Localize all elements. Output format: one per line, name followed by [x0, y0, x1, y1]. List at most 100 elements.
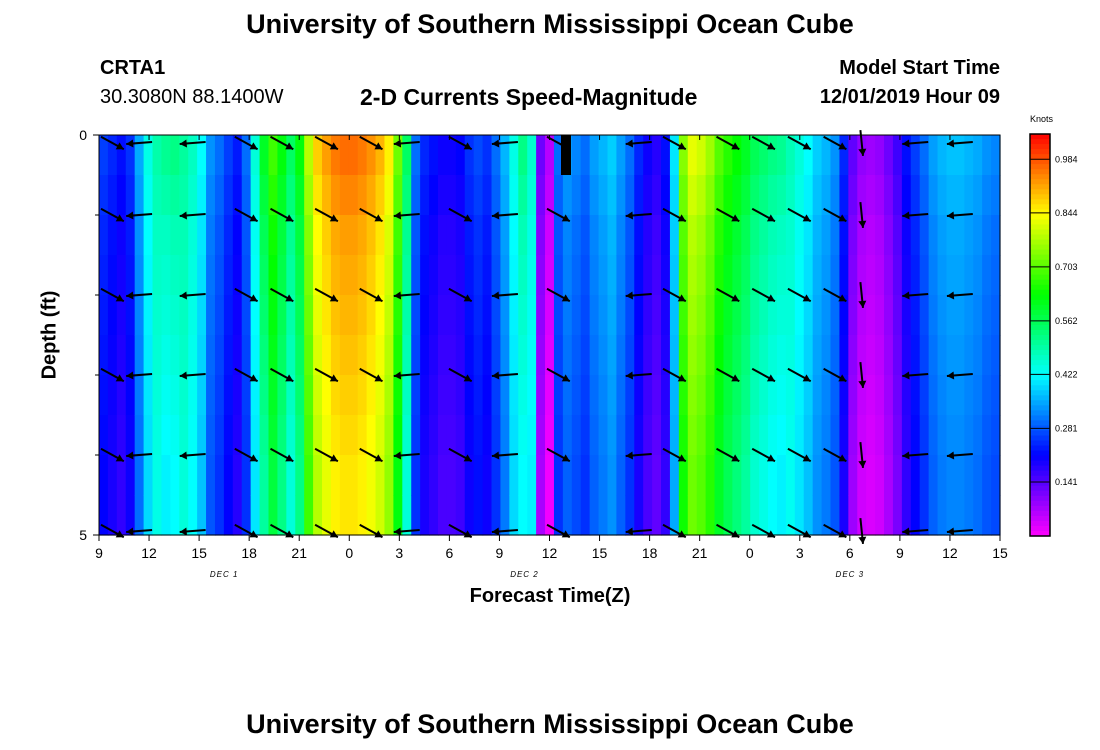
heatmap-cell — [384, 255, 394, 296]
heatmap-cell — [214, 175, 225, 216]
current-vector-head — [285, 142, 294, 150]
heatmap-cell — [455, 175, 466, 216]
heatmap-cell — [973, 215, 983, 256]
heatmap-cell — [107, 135, 118, 176]
colorbar-swatch — [1030, 460, 1050, 467]
x-tick-label: 21 — [291, 545, 307, 561]
heatmap-cell — [500, 375, 510, 416]
heatmap-cell — [598, 135, 609, 176]
heatmap-cell — [910, 295, 921, 336]
heatmap-cell — [652, 175, 662, 216]
heatmap-cell — [571, 455, 582, 496]
heatmap-cell — [776, 335, 787, 376]
heatmap-cell — [107, 375, 118, 416]
heatmap-cell — [411, 175, 421, 216]
current-vector-head — [802, 142, 811, 150]
colorbar-swatch — [1030, 355, 1050, 361]
heatmap-cell — [661, 255, 671, 296]
x-tick-label: 15 — [592, 545, 608, 561]
heatmap-cell — [99, 215, 109, 256]
x-tick-label: 12 — [542, 545, 558, 561]
heatmap-cell — [705, 215, 716, 256]
heatmap-cell — [473, 455, 484, 496]
heatmap-cell — [107, 455, 118, 496]
heatmap-cell — [598, 175, 609, 216]
heatmap-cell — [536, 455, 546, 496]
heatmap-cell — [946, 455, 956, 496]
colorbar-swatch — [1030, 415, 1050, 422]
heatmap-cell — [259, 495, 270, 536]
heatmap-cell — [759, 335, 769, 376]
heatmap-cell — [313, 215, 323, 256]
current-vector-head — [946, 451, 955, 460]
heatmap-cell — [919, 455, 930, 496]
heatmap-cell — [268, 175, 279, 216]
heatmap-cell — [509, 375, 519, 416]
heatmap-cell — [330, 175, 341, 216]
heatmap-cell — [866, 175, 876, 216]
heatmap-cell — [955, 415, 965, 456]
heatmap-cell — [687, 375, 698, 416]
heatmap-cell — [143, 375, 154, 416]
heatmap-cell — [776, 415, 787, 456]
heatmap-cell — [625, 335, 635, 376]
heatmap-cell — [946, 255, 956, 296]
heatmap-cell — [723, 135, 733, 176]
heatmap-cell — [232, 175, 243, 216]
heatmap-cell — [348, 455, 359, 496]
heatmap-cell — [750, 455, 760, 496]
heatmap-cell — [339, 415, 350, 456]
heatmap-cell — [232, 495, 243, 536]
heatmap-cell — [464, 415, 475, 456]
heatmap-cell — [259, 135, 270, 176]
heatmap-cell — [892, 255, 903, 296]
colorbar-swatch — [1030, 510, 1050, 517]
heatmap-cell — [919, 295, 930, 336]
heatmap-cell — [527, 135, 537, 176]
heatmap-cell — [500, 455, 510, 496]
heatmap-cell — [705, 335, 716, 376]
colorbar-swatch — [1030, 194, 1050, 200]
current-vector-head — [126, 211, 134, 220]
heatmap-cell — [491, 135, 502, 176]
heatmap-cell — [794, 415, 805, 456]
heatmap-cell — [143, 255, 154, 296]
heatmap-cell — [875, 495, 885, 536]
current-vector-head — [802, 374, 811, 382]
heatmap-cell — [241, 495, 252, 536]
heatmap-cell — [295, 175, 305, 216]
heatmap-cell — [402, 375, 412, 416]
heatmap-cell — [437, 375, 448, 416]
heatmap-cell — [973, 415, 983, 456]
heatmap-cell — [188, 175, 198, 216]
heatmap-cell — [661, 295, 671, 336]
current-vector-head — [677, 530, 686, 538]
heatmap-cell — [536, 255, 546, 296]
heatmap-cell — [625, 135, 635, 176]
heatmap-cell — [875, 375, 885, 416]
heatmap-cell — [304, 175, 314, 216]
heatmap-cell — [687, 335, 698, 376]
heatmap-cell — [116, 215, 127, 256]
current-vector-head — [126, 139, 134, 148]
heatmap-cell — [803, 415, 814, 456]
current-vector-head — [463, 530, 472, 538]
heatmap-cell — [411, 255, 421, 296]
heatmap-cell — [116, 135, 127, 176]
heatmap-cell — [553, 255, 564, 296]
heatmap-cell — [286, 455, 296, 496]
heatmap-cell — [170, 335, 180, 376]
heatmap-cell — [830, 295, 841, 336]
heatmap-cell — [964, 255, 974, 296]
heatmap-cell — [259, 295, 270, 336]
heatmap-cell — [741, 135, 751, 176]
heatmap-cell — [812, 495, 823, 536]
heatmap-cell — [723, 455, 733, 496]
heatmap-cell — [339, 495, 350, 536]
heatmap-cell — [402, 335, 412, 376]
heatmap-cell — [714, 495, 725, 536]
heatmap-cell — [232, 375, 243, 416]
heatmap-cell — [848, 455, 858, 496]
heatmap-cell — [705, 415, 716, 456]
